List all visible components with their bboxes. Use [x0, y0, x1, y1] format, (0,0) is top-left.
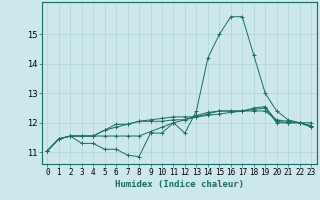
X-axis label: Humidex (Indice chaleur): Humidex (Indice chaleur)	[115, 180, 244, 189]
